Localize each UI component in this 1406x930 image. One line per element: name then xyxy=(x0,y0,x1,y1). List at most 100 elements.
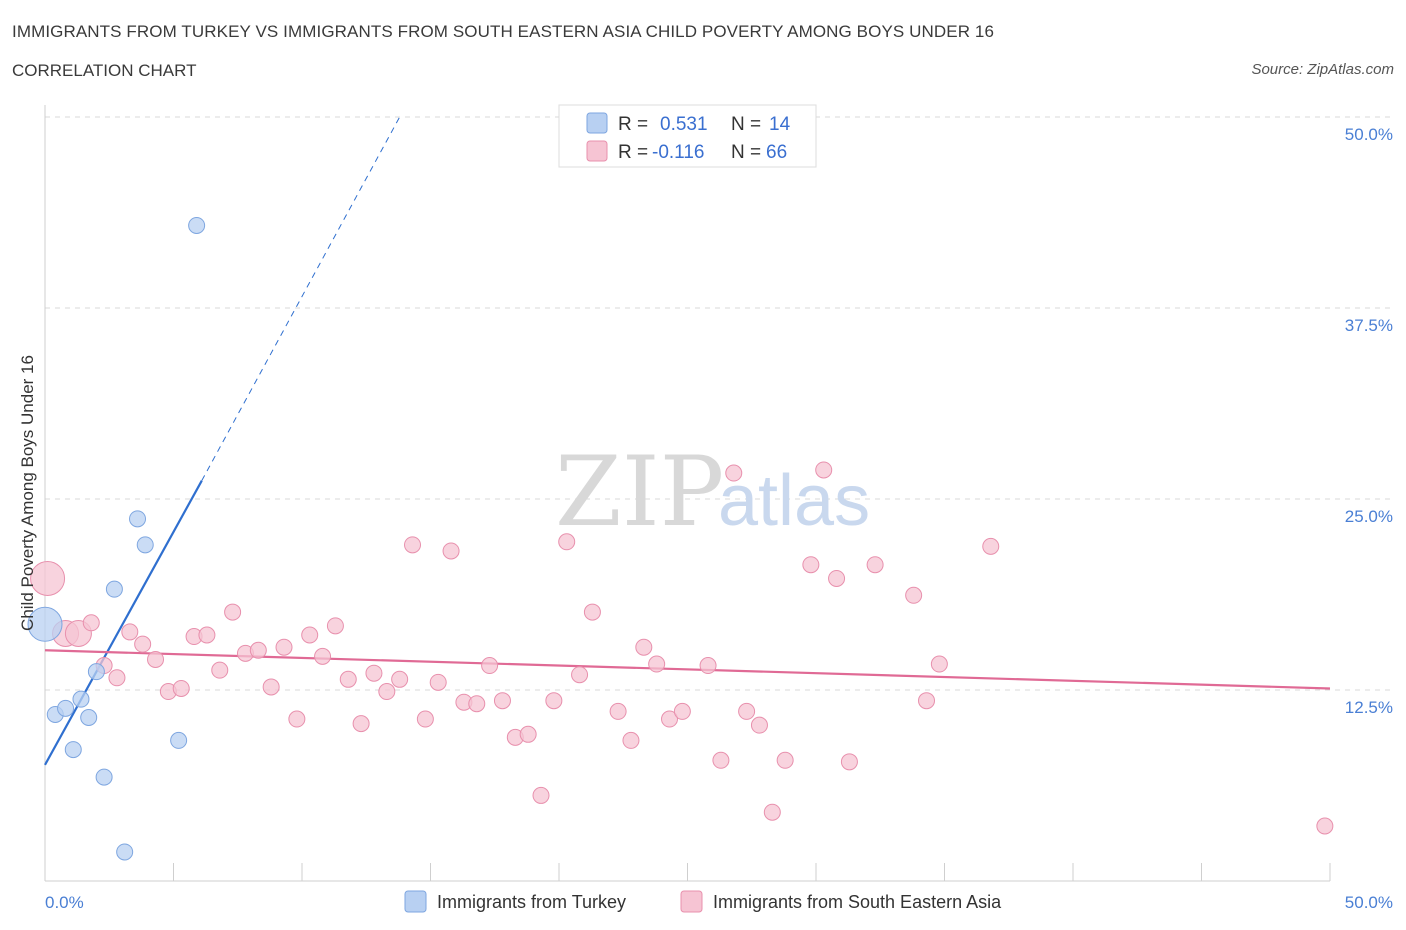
point-sea-29 xyxy=(416,710,434,728)
y-tick-labels: 12.5% 25.0% 37.5% 50.0% xyxy=(1345,125,1393,717)
x-tick-label-max: 50.0% xyxy=(1345,893,1393,912)
point-sea-6 xyxy=(121,623,139,641)
legend-n-value-sea: 66 xyxy=(766,142,787,163)
point-sea-19 xyxy=(288,710,306,728)
point-turkey-0 xyxy=(27,606,63,642)
point-sea-49 xyxy=(699,657,717,675)
point-sea-28 xyxy=(404,536,422,554)
point-sea-13 xyxy=(211,661,229,679)
point-sea-41 xyxy=(571,666,589,684)
point-turkey-3 xyxy=(64,741,82,759)
point-sea-39 xyxy=(545,692,563,710)
y-axis-label: Child Poverty Among Boys Under 16 xyxy=(18,355,37,631)
x-tick-label-min: 0.0% xyxy=(45,893,84,912)
point-sea-45 xyxy=(635,638,653,656)
y-tick-label-1: 25.0% xyxy=(1345,507,1393,526)
point-turkey-4 xyxy=(72,690,90,708)
point-sea-31 xyxy=(442,542,460,560)
point-sea-35 xyxy=(493,692,511,710)
point-sea-8 xyxy=(147,650,165,668)
point-sea-17 xyxy=(262,678,280,696)
point-sea-24 xyxy=(352,715,370,733)
chart-title: IMMIGRANTS FROM TURKEY VS IMMIGRANTS FRO… xyxy=(12,22,995,41)
point-sea-50 xyxy=(712,751,730,769)
point-sea-26 xyxy=(378,683,396,701)
chart-subtitle: CORRELATION CHART xyxy=(12,61,197,80)
legend-r-label-sea: R = xyxy=(618,142,648,163)
point-turkey-13 xyxy=(188,216,206,234)
point-sea-61 xyxy=(905,586,923,604)
point-sea-3 xyxy=(82,614,100,632)
y-tick-label-0: 12.5% xyxy=(1345,698,1393,717)
legend-swatch-turkey xyxy=(586,112,608,134)
point-turkey-6 xyxy=(87,663,105,681)
legend-r-label-turkey: R = xyxy=(618,114,648,135)
point-sea-65 xyxy=(1316,817,1334,835)
point-sea-0 xyxy=(30,560,66,596)
point-sea-37 xyxy=(519,725,537,743)
point-sea-60 xyxy=(866,556,884,574)
point-sea-55 xyxy=(776,751,794,769)
point-turkey-8 xyxy=(105,580,123,598)
point-sea-57 xyxy=(815,461,833,479)
legend-r-value-turkey: 0.531 xyxy=(660,114,708,135)
point-sea-63 xyxy=(930,655,948,673)
axes xyxy=(44,105,1331,882)
grid-lines xyxy=(45,116,1395,691)
y-tick-label-3: 50.0% xyxy=(1345,125,1393,144)
point-sea-18 xyxy=(275,638,293,656)
point-sea-53 xyxy=(750,716,768,734)
point-sea-44 xyxy=(622,731,640,749)
point-turkey-2 xyxy=(57,699,75,717)
point-sea-62 xyxy=(918,692,936,710)
series-legend-swatch-sea xyxy=(680,890,703,913)
source-label: Source: ZipAtlas.com xyxy=(1251,61,1394,78)
point-sea-20 xyxy=(301,626,319,644)
point-sea-12 xyxy=(198,626,216,644)
point-sea-43 xyxy=(609,702,627,720)
trend-line-turkey-extension xyxy=(201,116,401,481)
point-turkey-9 xyxy=(116,843,134,861)
watermark-zip: ZIP xyxy=(555,436,724,548)
series-legend-label-sea: Immigrants from South Eastern Asia xyxy=(713,892,1002,912)
point-sea-46 xyxy=(648,655,666,673)
point-sea-14 xyxy=(224,603,242,621)
point-sea-51 xyxy=(725,464,743,482)
legend-n-label-turkey: N = xyxy=(731,114,761,135)
point-sea-30 xyxy=(429,673,447,691)
point-turkey-11 xyxy=(136,536,154,554)
legend-n-label-sea: N = xyxy=(731,142,761,163)
point-sea-52 xyxy=(738,702,756,720)
legend-swatch-sea xyxy=(586,140,608,162)
point-sea-33 xyxy=(468,695,486,713)
point-turkey-7 xyxy=(95,768,113,786)
legend-r-value-sea: -0.116 xyxy=(652,142,704,163)
point-sea-58 xyxy=(828,569,846,587)
point-sea-42 xyxy=(583,603,601,621)
point-turkey-10 xyxy=(129,510,147,528)
point-sea-27 xyxy=(391,670,409,688)
point-sea-25 xyxy=(365,664,383,682)
watermark-atlas: atlas xyxy=(718,461,870,541)
series-legend-swatch-turkey xyxy=(404,890,427,913)
stats-legend: R = 0.531 N = 14 R = -0.116 N = 66 xyxy=(558,104,817,168)
point-turkey-5 xyxy=(80,709,98,727)
series-legend-label-turkey: Immigrants from Turkey xyxy=(437,892,626,912)
point-sea-22 xyxy=(326,617,344,635)
point-sea-40 xyxy=(558,533,576,551)
legend-n-value-turkey: 14 xyxy=(769,114,791,135)
point-sea-21 xyxy=(314,647,332,665)
trend-line-turkey xyxy=(44,480,203,766)
point-sea-16 xyxy=(249,641,267,659)
point-sea-59 xyxy=(840,753,858,771)
point-sea-48 xyxy=(673,702,691,720)
point-sea-56 xyxy=(802,556,820,574)
point-sea-7 xyxy=(134,635,152,653)
point-sea-10 xyxy=(172,679,190,697)
point-sea-5 xyxy=(108,669,126,687)
data-points xyxy=(27,216,1334,861)
point-sea-47 xyxy=(661,710,679,728)
point-sea-23 xyxy=(339,670,357,688)
point-sea-64 xyxy=(982,537,1000,555)
